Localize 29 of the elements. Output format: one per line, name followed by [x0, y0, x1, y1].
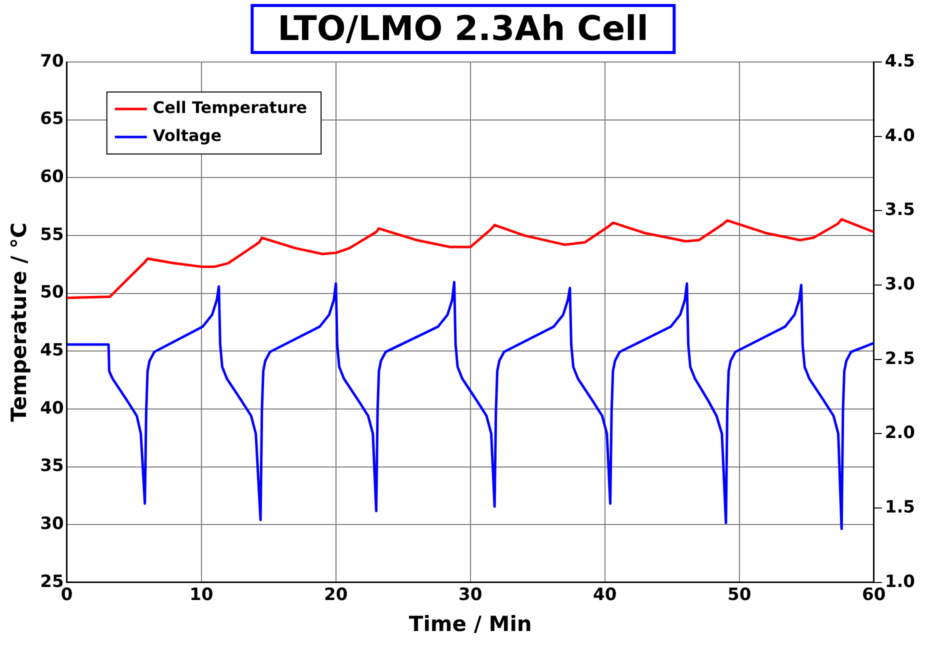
y-tick-label: 35: [40, 456, 64, 476]
x-tick-label: 40: [593, 585, 617, 606]
y2-tick-label: 1.0: [884, 572, 916, 592]
chart-title: LTO/LMO 2.3Ah Cell: [250, 4, 676, 54]
y2-tick-label: 3.5: [884, 200, 916, 220]
x-tick-label: 0: [60, 585, 73, 606]
y-tick-label: 50: [40, 282, 64, 303]
y-tick-label: 60: [40, 167, 64, 188]
y-tick-label: 70: [40, 51, 64, 72]
x-tick-label: 10: [190, 585, 214, 606]
y-tick-label: 65: [40, 109, 64, 130]
x-tick-label: 50: [728, 585, 752, 606]
y-tick-label: 40: [40, 398, 64, 418]
x-tick-label: 30: [458, 585, 482, 606]
y2-tick-label: 3.0: [884, 274, 916, 294]
y2-tick-label: 2.0: [884, 423, 916, 444]
y-tick-label: 30: [40, 514, 64, 534]
legend-label: Voltage: [152, 126, 222, 146]
x-tick-label: 60: [862, 585, 886, 606]
y2-tick-label: 4.5: [884, 51, 916, 72]
y2-tick-label: 1.5: [884, 497, 916, 518]
y2-tick-label: 2.5: [884, 348, 916, 369]
x-axis-title: Time / Min: [408, 612, 532, 636]
legend-label: Cell Temperature: [152, 98, 308, 118]
y-axis-title: Temperature / °C: [7, 222, 32, 422]
y-tick-label: 45: [40, 340, 64, 361]
x-tick-label: 20: [324, 585, 348, 606]
y2-tick-label: 4.0: [884, 126, 916, 146]
y-tick-label: 55: [40, 224, 64, 245]
